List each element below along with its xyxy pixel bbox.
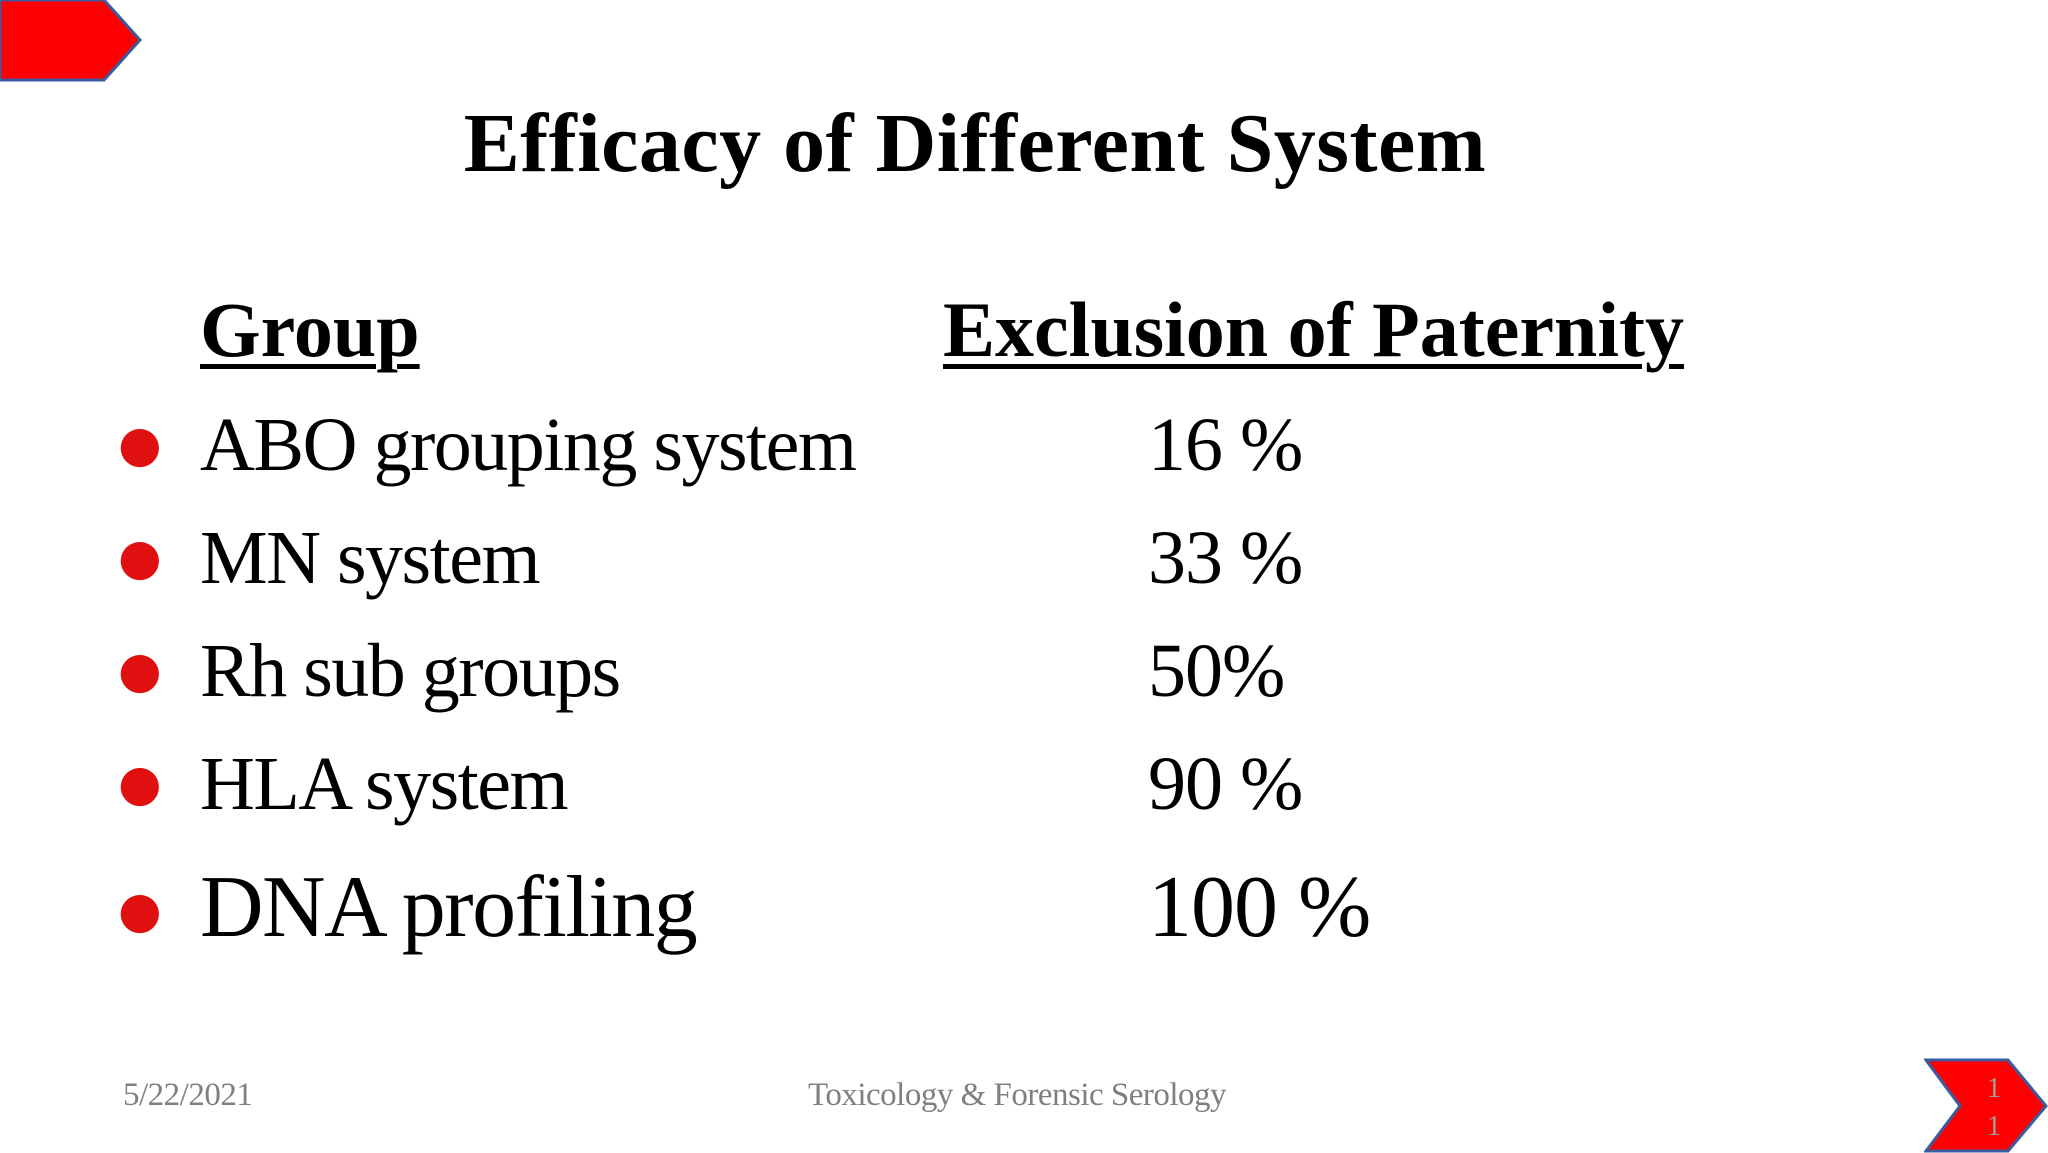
list-item: ● MN system 33 % [0, 503, 2048, 613]
exclusion-value: 16 % [1148, 403, 1303, 487]
group-name: MN system [200, 516, 541, 600]
group-name: Rh sub groups [200, 629, 621, 713]
bullet-icon: ● [118, 754, 162, 812]
exclusion-value: 90 % [1148, 742, 1303, 826]
exclusion-value: 100 % [1148, 859, 1371, 956]
exclusion-value: 33 % [1148, 516, 1303, 600]
bullet-icon: ● [118, 641, 162, 699]
list-item: ● DNA profiling 100 % [0, 848, 2048, 958]
footer-date: 5/22/2021 [123, 1077, 253, 1113]
group-name: ABO grouping system [200, 403, 857, 487]
list-item: ● ABO grouping system 16 % [0, 390, 2048, 500]
exclusion-value: 50% [1148, 629, 1285, 713]
list-item: ● HLA system 90 % [0, 729, 2048, 839]
bullet-icon: ● [118, 415, 162, 473]
next-slide-arrow-icon[interactable] [1924, 1058, 2048, 1153]
group-name: DNA profiling [200, 859, 698, 956]
top-left-arrow-icon [0, 0, 142, 82]
bullet-icon: ● [118, 881, 162, 939]
list-item: ● Rh sub groups 50% [0, 616, 2048, 726]
group-column-header: Group [200, 286, 420, 373]
footer-title: Toxicology & Forensic Serology [808, 1077, 1227, 1113]
group-name: HLA system [200, 742, 569, 826]
exclusion-column-header: Exclusion of Paternity [943, 286, 1684, 373]
slide-title: Efficacy of Different System [463, 97, 1487, 190]
bullet-icon: ● [118, 528, 162, 586]
slide-number: 11 [1987, 1073, 2001, 1142]
